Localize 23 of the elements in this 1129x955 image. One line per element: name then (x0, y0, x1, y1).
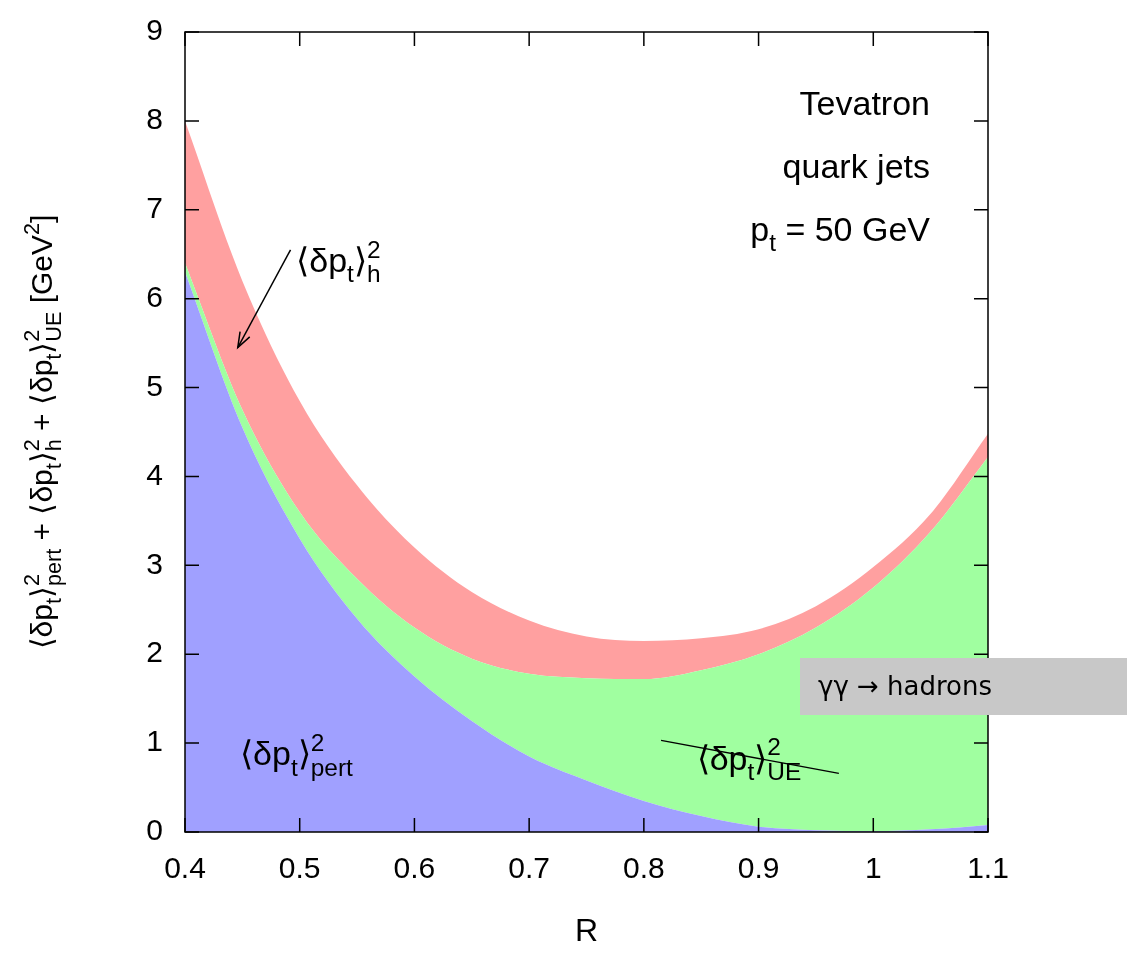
y-tick-label: 2 (146, 635, 163, 669)
text: ⟨δpt⟩2pert + ⟨δpt⟩2h + ⟨δpt⟩2UE [GeV2] (19, 214, 66, 650)
x-tick-label: 0.7 (508, 851, 550, 885)
annotation: quark jets (782, 147, 930, 185)
y-tick-label: 8 (146, 102, 163, 136)
annotation: Tevatron (799, 84, 930, 122)
y-tick-label: 4 (146, 457, 163, 491)
y-tick-label: 7 (146, 191, 163, 225)
x-tick-label: 1.1 (967, 851, 1009, 885)
x-tick-label: 1 (864, 851, 882, 885)
y-tick-label: 3 (146, 546, 163, 580)
y-tick-label: 6 (146, 279, 163, 313)
x-tick-label: 0.5 (278, 851, 321, 885)
x-tick-label: 0.4 (164, 851, 206, 885)
y-tick-label: 1 (146, 724, 163, 758)
x-tick-label: 0.8 (623, 851, 665, 885)
y-tick-label: 5 (146, 368, 163, 402)
label-box: γγ → hadrons (800, 658, 1127, 715)
x-tick-label: 0.6 (393, 851, 436, 885)
y-tick-label: 9 (146, 13, 163, 47)
y-tick-label: 0 (146, 813, 163, 847)
x-tick-label: 0.9 (737, 851, 780, 885)
x-axis-title: R (574, 911, 599, 948)
